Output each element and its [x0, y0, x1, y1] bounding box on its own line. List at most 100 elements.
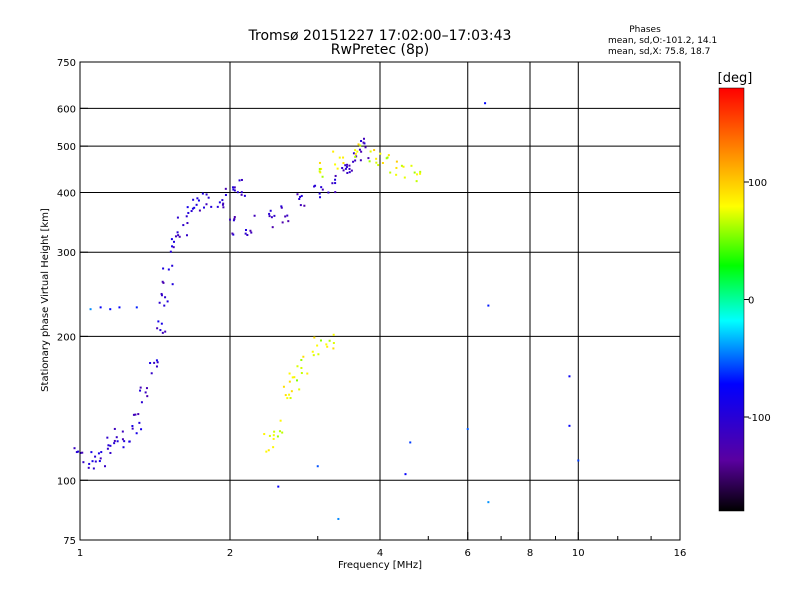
data-point	[162, 267, 165, 270]
data-point	[186, 206, 189, 209]
data-point	[156, 327, 159, 330]
phases-heading: Phases	[629, 25, 661, 35]
data-point	[113, 442, 116, 445]
data-point	[231, 186, 234, 189]
data-point	[288, 380, 291, 383]
data-point	[132, 413, 135, 416]
data-point	[192, 198, 195, 201]
data-point	[113, 427, 116, 430]
data-point	[164, 296, 167, 299]
data-point	[121, 438, 124, 441]
data-point	[139, 386, 142, 389]
data-point	[318, 161, 321, 164]
data-point	[269, 209, 272, 212]
y-tick-label: 750	[57, 58, 76, 69]
data-point	[196, 197, 199, 200]
data-point	[233, 217, 236, 220]
data-point	[222, 206, 225, 209]
data-point	[140, 428, 143, 431]
data-point	[170, 238, 173, 241]
data-point	[373, 149, 376, 152]
data-point	[415, 180, 418, 183]
data-point	[161, 280, 164, 283]
data-point	[249, 229, 252, 232]
data-point	[279, 419, 282, 422]
data-point	[116, 440, 119, 443]
data-point	[409, 441, 412, 444]
x-tick-label: 10	[572, 548, 585, 559]
x-tick-label: 4	[377, 548, 383, 559]
data-point	[316, 344, 319, 347]
data-point	[92, 467, 95, 470]
data-point	[115, 436, 118, 439]
data-point	[319, 339, 322, 342]
data-point	[109, 308, 112, 311]
data-point	[157, 320, 160, 323]
data-point	[318, 170, 321, 173]
x-axis-label: Frequency [MHz]	[338, 560, 422, 571]
data-point	[224, 193, 227, 196]
data-point	[327, 191, 330, 194]
data-point	[106, 447, 109, 450]
data-point	[289, 397, 292, 400]
data-point	[122, 446, 125, 449]
data-points	[73, 102, 580, 520]
data-point	[272, 437, 275, 440]
data-point	[334, 174, 337, 177]
data-point	[369, 150, 372, 153]
y-tick-label: 100	[57, 476, 76, 487]
data-point	[273, 430, 276, 433]
data-point	[284, 215, 287, 218]
data-point	[185, 215, 188, 218]
data-point	[321, 175, 324, 178]
data-point	[395, 166, 398, 169]
data-point	[342, 156, 345, 159]
data-point	[193, 206, 196, 209]
data-point	[348, 164, 351, 167]
data-point	[317, 353, 320, 356]
data-point	[348, 171, 351, 174]
data-point	[484, 102, 487, 105]
data-point	[387, 154, 390, 157]
data-point	[159, 329, 162, 332]
data-point	[419, 172, 422, 175]
data-point	[313, 185, 316, 188]
data-point	[354, 159, 357, 162]
data-point	[354, 155, 357, 158]
data-point	[367, 157, 370, 160]
data-point	[109, 451, 112, 454]
data-point	[240, 178, 243, 181]
data-point	[299, 204, 302, 207]
data-point	[77, 450, 80, 453]
data-point	[205, 203, 208, 206]
data-point	[176, 216, 179, 219]
data-point	[240, 193, 243, 196]
data-point	[344, 167, 347, 170]
data-point	[100, 451, 103, 454]
data-point	[173, 240, 176, 243]
data-point	[466, 428, 469, 431]
data-point	[232, 219, 235, 222]
data-point	[233, 186, 236, 189]
data-point	[113, 439, 116, 442]
data-point	[253, 214, 256, 217]
data-point	[268, 434, 271, 437]
data-point	[155, 359, 158, 362]
data-point	[272, 434, 275, 437]
data-point	[231, 232, 234, 235]
data-point	[293, 376, 296, 379]
data-point	[263, 433, 266, 436]
data-point	[487, 304, 490, 307]
data-point	[277, 485, 280, 488]
data-point	[186, 222, 189, 225]
data-point	[149, 362, 152, 365]
data-point	[160, 292, 163, 295]
data-point	[403, 176, 406, 179]
data-point	[321, 188, 324, 191]
data-point	[354, 149, 357, 152]
colorbar-tick-label: 100	[748, 178, 767, 189]
data-point	[325, 343, 328, 346]
data-point	[281, 221, 284, 224]
data-point	[197, 199, 200, 202]
data-point	[320, 186, 323, 189]
